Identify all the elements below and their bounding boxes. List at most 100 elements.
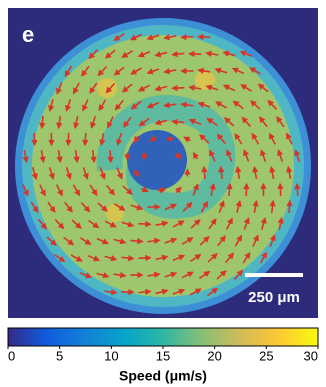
flow-arrow <box>82 167 89 180</box>
flow-arrow <box>55 184 63 197</box>
flow-arrow <box>90 149 97 164</box>
flow-arrow <box>96 272 110 279</box>
flow-arrow <box>56 82 63 95</box>
flow-arrow <box>79 237 92 245</box>
flow-arrow <box>235 199 242 214</box>
flow-arrow <box>172 288 186 295</box>
flow-arrow <box>104 49 116 59</box>
flow-arrow <box>130 237 144 245</box>
colorbar-label: Speed (μm/s) <box>119 368 207 384</box>
flow-arrow <box>122 185 133 195</box>
flow-arrow <box>106 184 115 196</box>
flow-arrow <box>239 50 253 58</box>
flow-arrow <box>113 203 126 211</box>
flow-arrow <box>197 67 211 75</box>
flow-arrow <box>199 270 211 280</box>
flow-arrow <box>206 117 218 127</box>
colorbar: 0 5 10 15 20 25 30 <box>7 328 319 363</box>
flow-arrow <box>104 288 118 296</box>
flow-arrow <box>192 151 199 160</box>
field-core <box>127 130 187 190</box>
flow-arrow <box>116 167 123 180</box>
flow-arrow <box>249 67 262 75</box>
flow-arrow <box>243 149 250 162</box>
flow-arrow <box>99 132 106 147</box>
colorbar-tick-label: 30 <box>304 348 318 363</box>
flow-arrow <box>233 269 244 281</box>
flow-arrow <box>155 288 169 295</box>
flow-arrow <box>71 219 82 229</box>
flow-arrow <box>294 149 301 162</box>
flow-arrow <box>276 116 285 128</box>
scale-bar-label: 250 μm <box>248 289 300 306</box>
flow-arrow <box>201 165 208 180</box>
flow-arrow <box>113 33 125 41</box>
flow-arrow <box>269 165 276 180</box>
flow-arrow <box>121 254 135 262</box>
colorbar-tick-label: 15 <box>156 348 170 363</box>
flow-arrow <box>82 132 89 147</box>
flow-arrow <box>277 182 284 197</box>
flow-arrow <box>113 271 127 279</box>
flow-arrow <box>146 34 160 41</box>
flow-arrow <box>225 217 233 230</box>
flow-arrow <box>64 65 73 78</box>
flow-arrow <box>190 218 201 229</box>
flow-arrow <box>154 85 168 92</box>
flow-arrow <box>164 271 178 278</box>
flow-arrow <box>147 237 161 245</box>
flow-arrow <box>105 82 115 94</box>
speed-field <box>15 18 311 314</box>
colorbar-tick-label: 5 <box>56 348 63 363</box>
flow-arrow <box>188 118 202 125</box>
flow-arrow <box>252 165 259 180</box>
flow-arrow <box>89 82 98 95</box>
flow-arrow <box>260 216 267 230</box>
flow-arrow <box>99 167 106 180</box>
flow-arrow <box>116 133 123 146</box>
flow-arrow <box>269 199 276 214</box>
flow-arrow <box>192 183 199 196</box>
flow-arrow <box>56 149 63 164</box>
colorbar-tick-label: 0 <box>8 348 15 363</box>
flow-arrow <box>129 33 143 41</box>
flow-arrow <box>73 115 80 130</box>
flow-arrow <box>157 187 167 194</box>
flow-arrow <box>268 132 276 145</box>
flow-arrow <box>130 67 143 75</box>
flow-arrow <box>172 220 185 228</box>
flow-arrow <box>226 182 233 197</box>
flow-arrow <box>121 50 133 58</box>
flow-arrow <box>218 200 225 213</box>
flow-arrow <box>234 234 243 247</box>
flow-arrow <box>241 116 252 127</box>
flow-arrow <box>197 101 211 108</box>
field-hotspot <box>97 78 117 98</box>
flow-arrow <box>215 101 228 109</box>
flow-arrow <box>88 219 100 229</box>
flow-arrow <box>90 116 97 129</box>
flow-arrow <box>56 115 63 130</box>
flow-arrow <box>180 101 194 109</box>
flow-arrow <box>252 234 259 247</box>
flow-arrow <box>132 169 139 178</box>
flow-arrow <box>130 204 144 211</box>
flow-arrow <box>164 203 178 211</box>
flow-arrow <box>207 253 218 263</box>
flow-arrow <box>39 115 46 130</box>
flow-arrow <box>277 149 284 162</box>
flow-arrow <box>174 186 182 194</box>
flow-arrow <box>70 254 83 262</box>
flow-arrow <box>182 201 193 212</box>
flow-arrow <box>37 218 48 230</box>
flow-arrow <box>39 149 46 164</box>
flow-arrow <box>218 165 225 180</box>
flow-arrow <box>217 235 226 247</box>
flow-arrow <box>114 99 124 111</box>
flow-arrow <box>141 152 148 161</box>
flow-arrow <box>31 132 38 147</box>
flow-arrow <box>222 50 236 57</box>
flow-arrow <box>104 220 117 228</box>
flow-arrow <box>39 184 46 197</box>
